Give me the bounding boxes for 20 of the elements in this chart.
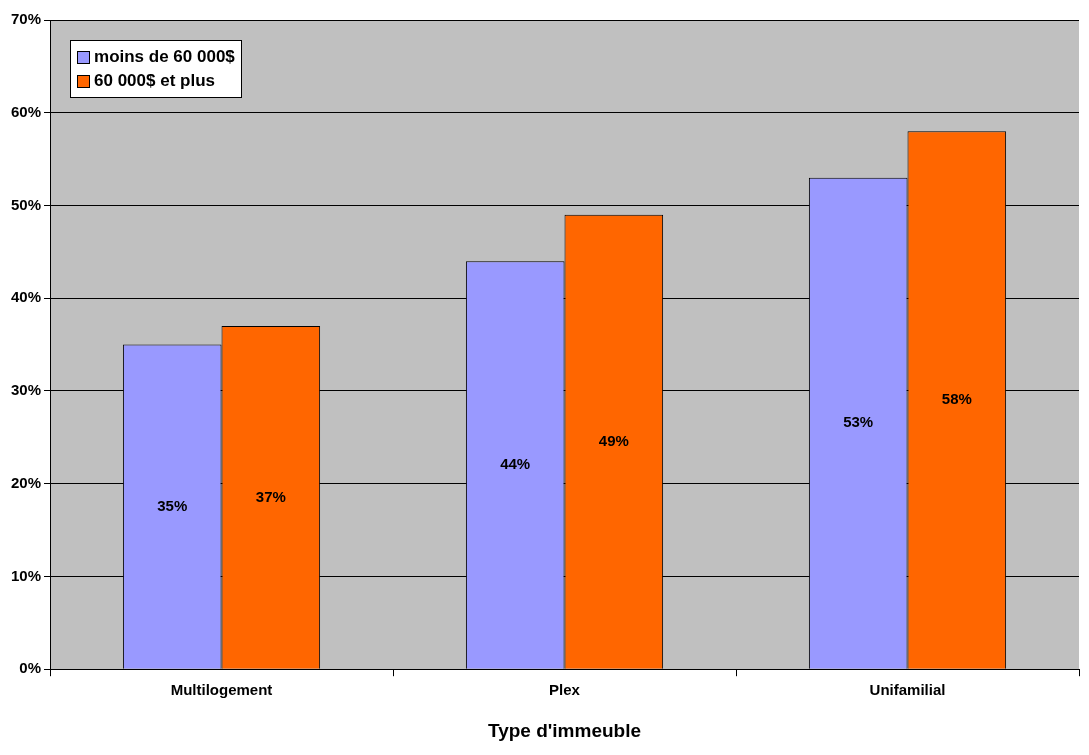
x-axis-title: Type d'immeuble	[488, 719, 642, 741]
data-label: 49%	[598, 431, 629, 449]
x-tick-label: Multilogement	[170, 681, 273, 699]
data-label: 44%	[500, 455, 531, 473]
y-tick-label: 50%	[10, 195, 42, 213]
x-tick-label: Plex	[549, 681, 581, 699]
y-tick-label: 10%	[10, 566, 42, 584]
data-label: 58%	[941, 390, 972, 408]
data-label: 37%	[255, 487, 286, 505]
y-tick-label: 60%	[10, 102, 42, 120]
y-tick-label: 0%	[19, 659, 42, 677]
data-label: 35%	[157, 496, 188, 514]
legend-label: moins de 60 000$	[94, 46, 235, 68]
y-tick-label: 70%	[10, 10, 42, 28]
data-label: 53%	[843, 413, 874, 431]
y-tick-label: 40%	[10, 288, 42, 306]
y-tick-label: 30%	[10, 381, 42, 399]
y-tick-label: 20%	[10, 473, 42, 491]
x-tick-label: Unifamilial	[869, 681, 946, 699]
legend-label: 60 000$ et plus	[94, 70, 215, 92]
